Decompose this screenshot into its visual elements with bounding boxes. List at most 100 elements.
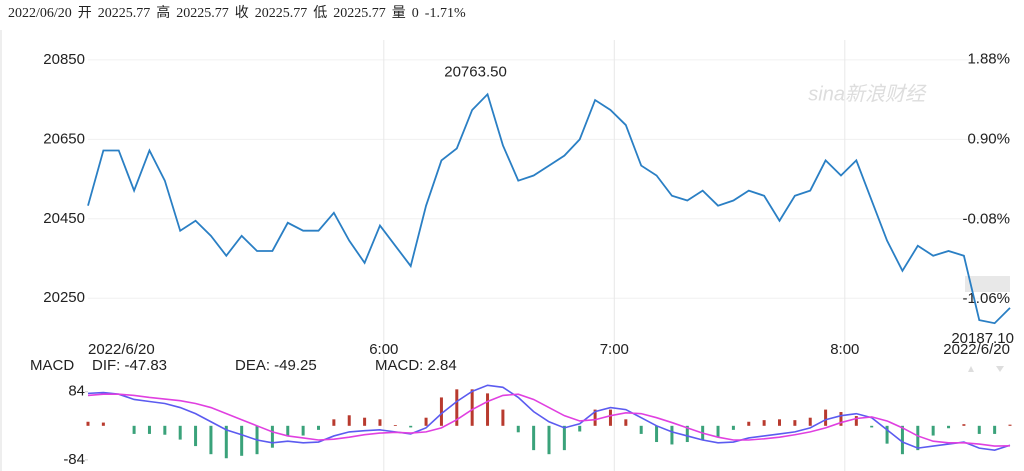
x-tick-label: 2022/6/20 (88, 341, 155, 358)
macd-bar (516, 425, 520, 433)
macd-line (87, 384, 1011, 451)
header-value: 20225.77 (333, 6, 386, 21)
macd-bar (916, 425, 920, 451)
y-tick-label: 20850 (43, 51, 85, 68)
macd-bar (808, 417, 812, 426)
y2-tick-label: -0.08% (962, 210, 1010, 227)
macd-bar (209, 425, 213, 455)
macd-bar (86, 421, 90, 426)
macd-bar (593, 409, 597, 426)
macd-bar (363, 417, 367, 426)
y-tick-label: 20650 (43, 130, 85, 147)
macd-bar (716, 425, 720, 438)
max-label: 20763.50 (444, 63, 507, 80)
macd-bar (532, 425, 536, 451)
macd-bar (501, 409, 505, 426)
macd-bar (347, 415, 351, 426)
min-label: 20187.10 (951, 330, 1014, 347)
macd-bar (731, 425, 735, 430)
macd-bar (962, 424, 966, 426)
header-label: 高 (156, 4, 170, 21)
macd-bar (178, 425, 182, 440)
header-value: 0 (412, 6, 419, 21)
macd-bar (132, 425, 136, 434)
x-tick-label: 7:00 (600, 341, 629, 358)
macd-bar (931, 425, 935, 436)
macd-bar (762, 420, 766, 426)
macd-bar (1008, 424, 1012, 426)
macd-bar (977, 425, 981, 434)
macd-bar (562, 425, 566, 451)
macd-bar (885, 425, 889, 444)
macd-bar (793, 420, 797, 426)
header: 2022/06/20 开 20225.77 高 20225.77 收 20225.77 低 20… (8, 4, 466, 21)
macd-bar (409, 425, 413, 428)
macd-bar (301, 425, 305, 436)
macd-bar (317, 425, 320, 430)
macd-bar (547, 425, 551, 455)
macd-bar (747, 421, 751, 426)
macd-bar (439, 397, 443, 426)
macd-bar (839, 412, 843, 426)
header-label: 收 (235, 5, 249, 21)
macd-bar (870, 425, 874, 428)
header-value: 20225.77 (176, 6, 229, 21)
legend-entry: DEA: -49.25 (235, 357, 317, 374)
macd-bar (854, 416, 858, 426)
header-label: 低 (313, 5, 327, 21)
panel-title: MACD (30, 357, 74, 374)
macd-bar (655, 425, 659, 443)
macd-bar (286, 425, 290, 437)
macd-bar (240, 425, 244, 456)
macd-bar (900, 425, 904, 455)
macd-bar (824, 409, 828, 426)
header-label: 量 (392, 5, 406, 21)
macd-bar (270, 425, 274, 448)
macd-bar (455, 389, 459, 426)
legend-entry: MACD: 2.84 (375, 357, 457, 374)
header-label: 开 (78, 6, 92, 21)
macd-bar (486, 393, 490, 426)
macd-bar (101, 422, 105, 426)
macd-bar (778, 419, 781, 426)
macd-bar (947, 425, 951, 429)
macd-bar (332, 419, 336, 426)
macd-bar (993, 425, 997, 434)
macd-bar (163, 425, 167, 435)
macd-bar (224, 425, 228, 459)
macd-bar (685, 425, 689, 443)
x-tick-label: 8:00 (830, 341, 859, 358)
header-value: 20225.77 (255, 6, 308, 21)
macd-bar (470, 389, 474, 426)
price-line (87, 92, 1011, 325)
macd-bar (578, 425, 582, 432)
scroll-down (996, 366, 1004, 372)
macd-bar (194, 425, 198, 447)
y-tick-label: 84 (68, 383, 85, 400)
watermark: sina新浪财经 (808, 83, 927, 105)
macd-bar (378, 419, 382, 426)
legend-entry: DIF: -47.83 (92, 357, 167, 374)
x-tick-label: 2022/6/20 (943, 341, 1010, 358)
x-tick-label: 6:00 (369, 341, 398, 358)
y-tick-label: 20250 (43, 289, 85, 306)
macd-bar (608, 409, 612, 426)
macd-bar (147, 425, 151, 434)
y2-tick-label: 0.90% (967, 131, 1010, 148)
price-indicator (965, 276, 1010, 292)
macd-bar (624, 419, 628, 426)
macd-bar (670, 425, 674, 445)
macd-bar (639, 425, 643, 434)
y-tick-label: 20450 (43, 210, 85, 227)
macd-bar (393, 425, 397, 426)
macd-bar (424, 417, 428, 426)
header-date: 2022/06/20 (8, 6, 72, 21)
macd-line (87, 393, 1011, 447)
y2-tick-label: -1.06% (962, 290, 1010, 307)
y-tick-label: -84 (63, 451, 85, 468)
scroll-up (968, 366, 974, 372)
header-change: -1.71% (425, 6, 466, 21)
header-value: 20225.77 (98, 6, 151, 21)
